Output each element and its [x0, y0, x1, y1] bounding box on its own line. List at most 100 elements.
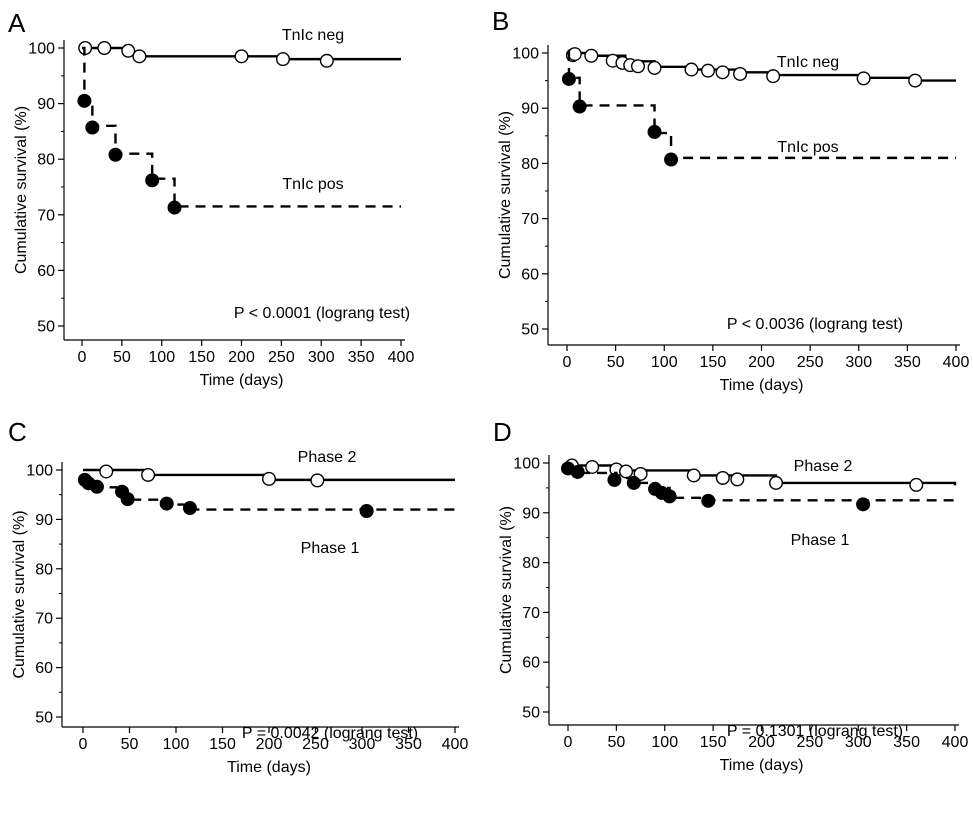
- x-tick-label: 300: [845, 734, 872, 751]
- series-label: Phase 1: [301, 540, 360, 557]
- series-1-point: [662, 489, 677, 504]
- y-tick-label: 90: [521, 101, 539, 118]
- series-0-point: [132, 49, 147, 64]
- series-0-point: [262, 471, 277, 486]
- series-1-point: [856, 497, 871, 512]
- series-1-point: [159, 496, 174, 511]
- series-0-point: [733, 66, 748, 81]
- series-0-point: [319, 53, 334, 68]
- series-0-point: [275, 52, 290, 67]
- panel-a: A 50 60 70 80 90 100 0 50 100 150 200 250 300 350 400 Ti…: [8, 8, 414, 389]
- series-1-point: [89, 479, 104, 494]
- series-line-1: [567, 51, 956, 160]
- series-0-point: [585, 459, 600, 474]
- x-tick-label: 150: [700, 354, 727, 371]
- panel-b: B 50 60 70 80 90 100 0 50 100 150 200 250 300 350 400 Ti…: [492, 6, 969, 394]
- panel-letter: A: [8, 8, 26, 38]
- y-tick-label: 70: [35, 611, 53, 628]
- series-label: TnIc neg: [777, 54, 839, 71]
- y-tick-label: 90: [522, 505, 540, 522]
- x-axis-title: Time (days): [720, 757, 804, 774]
- p-value-annotation: P < 0.0001 (lograng test): [234, 305, 410, 322]
- x-tick-label: 200: [748, 354, 775, 371]
- x-tick-label: 100: [651, 734, 678, 751]
- x-tick-label: 50: [121, 736, 139, 753]
- series-0-point: [715, 65, 730, 80]
- series-1-point: [359, 504, 374, 519]
- y-axis-title: Cumulative survival (%): [13, 106, 30, 274]
- series-0-point: [766, 69, 781, 84]
- y-tick-label: 90: [37, 96, 55, 113]
- x-tick-label: 400: [388, 349, 415, 366]
- series-1-point: [182, 501, 197, 516]
- series-0-point: [99, 464, 114, 479]
- series-0-point: [684, 62, 699, 77]
- x-tick-label: 350: [395, 736, 422, 753]
- series-1-point: [108, 147, 123, 162]
- y-tick-label: 80: [37, 152, 55, 169]
- x-tick-label: 300: [845, 354, 872, 371]
- series-0-point: [908, 73, 923, 88]
- p-value-annotation: P < 0.0036 (lograng test): [727, 316, 903, 333]
- x-tick-label: 200: [748, 734, 775, 751]
- panel-letter: D: [493, 417, 512, 447]
- y-tick-label: 100: [512, 46, 539, 63]
- y-tick-label: 70: [521, 211, 539, 228]
- series-label: TnIc neg: [282, 27, 344, 44]
- x-axis-title: Time (days): [227, 759, 311, 776]
- series-0-point: [647, 60, 662, 75]
- series-0-point: [630, 59, 645, 74]
- series-0-point: [141, 467, 156, 482]
- series-1-point: [664, 152, 679, 167]
- series-label: Phase 2: [794, 458, 853, 475]
- series-1-point: [607, 472, 622, 487]
- y-tick-label: 80: [35, 561, 53, 578]
- series-0-point: [310, 473, 325, 488]
- x-axis-title: Time (days): [200, 372, 284, 389]
- series-1-point: [120, 492, 135, 507]
- series-0-point: [701, 63, 716, 78]
- panel-d: D 50 60 70 80 90 100 0 50 100 150 200 250 300 350 400 Ti…: [493, 417, 968, 774]
- y-tick-label: 70: [37, 207, 55, 224]
- series-0-point: [234, 49, 249, 64]
- x-tick-label: 0: [78, 349, 87, 366]
- series-label: TnIc pos: [282, 176, 343, 193]
- y-tick-label: 100: [28, 41, 55, 58]
- x-axis-title: Time (days): [720, 377, 804, 394]
- y-tick-label: 80: [522, 555, 540, 572]
- x-tick-label: 300: [349, 736, 376, 753]
- y-tick-label: 100: [26, 463, 53, 480]
- x-tick-label: 300: [308, 349, 335, 366]
- series-line-0: [83, 468, 455, 482]
- x-tick-label: 50: [607, 354, 625, 371]
- y-tick-label: 60: [521, 266, 539, 283]
- x-tick-label: 100: [148, 349, 175, 366]
- y-tick-label: 80: [521, 156, 539, 173]
- y-tick-label: 100: [513, 456, 540, 473]
- y-tick-label: 50: [37, 319, 55, 336]
- series-1-point: [572, 99, 587, 114]
- y-axis-title: Cumulative survival (%): [11, 510, 28, 678]
- y-tick-label: 60: [37, 263, 55, 280]
- panel-letter: B: [492, 6, 509, 36]
- x-tick-label: 350: [348, 349, 375, 366]
- x-tick-label: 100: [163, 736, 190, 753]
- x-tick-label: 100: [651, 354, 678, 371]
- y-tick-label: 60: [35, 660, 53, 677]
- x-tick-label: 250: [302, 736, 329, 753]
- x-tick-label: 150: [209, 736, 236, 753]
- series-0-point: [567, 47, 582, 62]
- x-tick-label: 0: [563, 354, 572, 371]
- series-0-point: [97, 41, 112, 56]
- panel-c: C 50 60 70 80 90 100 0 50 100 150 200 250 300 350 400 Ti…: [8, 417, 468, 776]
- series-1-point: [145, 173, 160, 188]
- x-tick-label: 350: [894, 354, 921, 371]
- series-0-point: [121, 43, 136, 58]
- x-tick-label: 400: [942, 734, 969, 751]
- y-tick-label: 50: [35, 710, 53, 727]
- series-label: TnIc pos: [777, 139, 838, 156]
- y-tick-label: 50: [521, 322, 539, 339]
- series-1-point: [85, 120, 100, 135]
- series-1-point: [561, 71, 576, 86]
